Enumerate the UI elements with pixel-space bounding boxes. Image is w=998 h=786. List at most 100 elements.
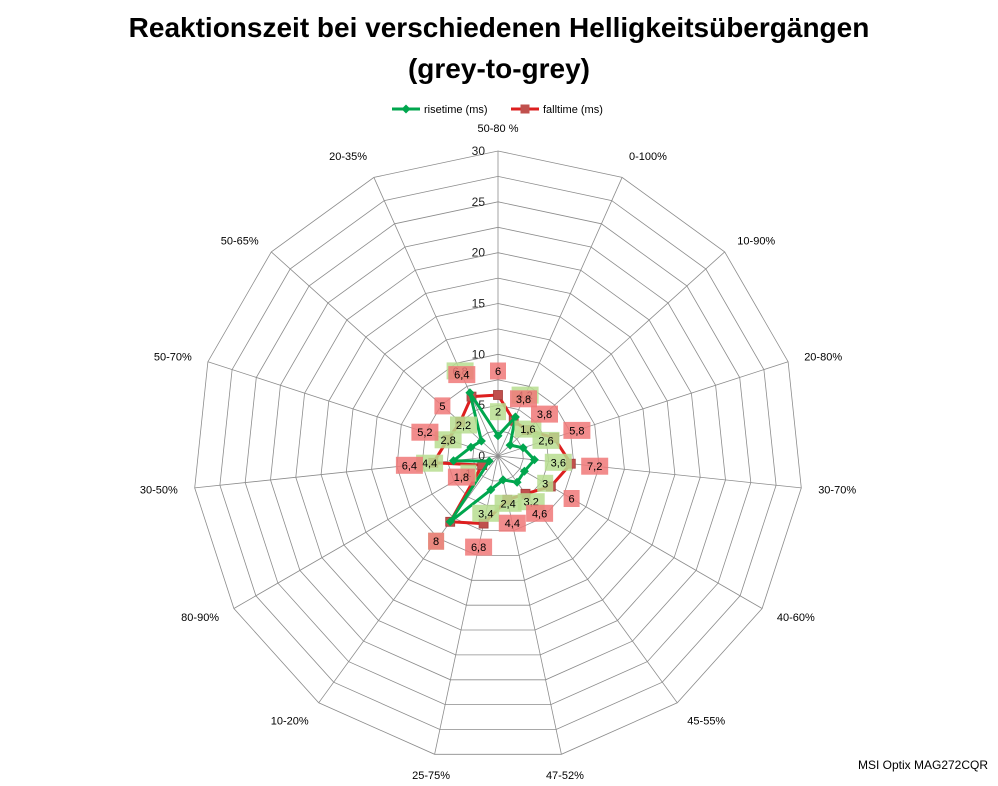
falltime-label-bg [531, 405, 558, 423]
category-label: 10-90% [737, 236, 775, 248]
category-label: 50-65% [221, 236, 259, 248]
falltime-data-label: 8 [433, 536, 439, 548]
category-label: 20-35% [329, 151, 367, 163]
falltime-point [493, 390, 503, 400]
legend-falltime-marker [520, 104, 530, 114]
falltime-data-label: 4,4 [505, 518, 520, 530]
falltime-data-label: 1,8 [454, 472, 469, 484]
falltime-data-label: 6 [495, 366, 501, 378]
falltime-data-label: 6,8 [471, 542, 486, 554]
risetime-label-bg [472, 504, 500, 522]
category-label: 30-50% [140, 485, 178, 497]
risetime-point [449, 456, 458, 466]
radial-tick-label: 25 [472, 195, 486, 209]
chart-title: Reaktionszeit bei verschiedenen Helligke… [128, 12, 870, 43]
radial-tick-label: 15 [472, 297, 486, 311]
category-label: 80-90% [181, 612, 219, 624]
risetime-point [493, 431, 503, 441]
risetime-point [518, 443, 528, 453]
falltime-label-bg [526, 504, 554, 522]
risetime-label-bg [434, 431, 462, 449]
falltime-label-bg [411, 423, 439, 441]
risetime-point [498, 475, 508, 485]
category-label: 50-70% [154, 352, 192, 364]
falltime-label-bg [581, 457, 609, 475]
grid-ring [345, 303, 651, 606]
category-label: 40-60% [777, 612, 815, 624]
falltime-label-bg [563, 490, 580, 507]
risetime-point [486, 485, 496, 495]
grid-ring [270, 226, 726, 681]
category-label: 20-80% [804, 352, 842, 364]
chart-subtitle: (grey-to-grey) [407, 53, 590, 84]
radial-tick-label: 30 [472, 144, 486, 158]
risetime-point [529, 455, 539, 465]
risetime-label-bg [532, 431, 560, 449]
risetime-data-label: 3 [542, 478, 548, 490]
falltime-data-label: 3,8 [516, 394, 531, 406]
risetime-data-label: 3,4 [478, 508, 493, 520]
category-label: 47-52% [546, 770, 584, 782]
grid-ring [295, 252, 701, 656]
risetime-data-label: 2,6 [538, 435, 553, 447]
grid-ring [371, 328, 625, 581]
risetime-label-bg [450, 416, 477, 434]
risetime-data-label: 2,4 [500, 498, 515, 510]
legend-risetime-marker [401, 104, 411, 114]
falltime-label-bg [434, 397, 451, 415]
falltime-data-label: 5,2 [417, 427, 432, 439]
falltime-label-bg [498, 514, 526, 532]
risetime-point [465, 388, 475, 398]
radial-tick-label: 0 [478, 449, 485, 463]
category-label: 0-100% [629, 151, 667, 163]
grid-ring [244, 201, 752, 705]
falltime-data-label: 3,8 [537, 409, 552, 421]
falltime-data-label: 7,2 [587, 461, 602, 473]
grid-ring [194, 150, 802, 755]
risetime-point [519, 466, 529, 476]
falltime-data-label: 4,6 [532, 508, 547, 520]
risetime-data-label: 1,6 [520, 424, 535, 436]
grid-spoke [194, 455, 499, 489]
falltime-data-label: 5,8 [569, 425, 584, 437]
risetime-point [505, 440, 515, 450]
monitor-model-label: MSI Optix MAG272CQR [857, 758, 988, 772]
category-label: 30-70% [818, 485, 856, 497]
risetime-data-label: 3,6 [551, 457, 566, 469]
falltime-label-bg [395, 456, 423, 474]
risetime-label-bg [494, 494, 522, 512]
falltime-data-label: 6,4 [402, 460, 417, 472]
legend-falltime-label: falltime (ms) [543, 104, 603, 116]
category-label: 10-20% [271, 716, 309, 728]
risetime-point [476, 436, 486, 446]
falltime-label-bg [563, 421, 591, 439]
falltime-label-bg [490, 362, 506, 380]
risetime-point [510, 412, 520, 422]
risetime-point [445, 517, 455, 527]
falltime-label-bg [465, 538, 493, 556]
risetime-data-label: 4,4 [422, 458, 437, 470]
radial-tick-label: 10 [472, 347, 486, 361]
category-label: 50-80 % [478, 123, 519, 135]
falltime-data-label: 6,4 [454, 370, 469, 382]
falltime-label-bg [428, 532, 445, 550]
risetime-point [466, 442, 476, 452]
category-label: 25-75% [412, 770, 450, 782]
grid-ring [219, 175, 777, 730]
risetime-point [512, 477, 522, 487]
risetime-label-bg [490, 403, 506, 421]
risetime-data-label: 2 [495, 407, 501, 419]
category-label: 45-55% [687, 716, 725, 728]
falltime-label-bg [510, 390, 537, 408]
grid-spoke [318, 455, 499, 704]
grid-spoke [497, 177, 623, 457]
radial-tick-label: 20 [472, 246, 486, 260]
falltime-data-label: 6 [569, 494, 575, 506]
falltime-label-bg [447, 468, 475, 486]
risetime-data-label: 2,8 [440, 435, 455, 447]
grid-ring [396, 353, 600, 556]
risetime-point [484, 456, 494, 466]
risetime-label-bg [544, 453, 572, 471]
falltime-data-label: 5 [439, 401, 445, 413]
